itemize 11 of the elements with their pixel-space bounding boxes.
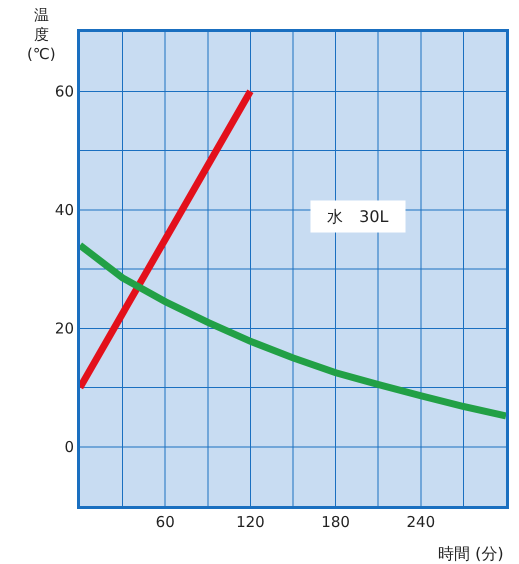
x-tick-label: 120 (236, 513, 265, 531)
x-tick-label: 180 (321, 513, 350, 531)
x-axis-title: 時間 (分) (438, 544, 504, 563)
x-tick-label: 240 (406, 513, 436, 531)
x-tick-label: 60 (156, 513, 175, 531)
y-tick-label: 60 (54, 82, 74, 100)
y-tick-label: 20 (54, 320, 74, 338)
y-axis-title: 温度(℃) (27, 6, 56, 63)
y-tick-label: 0 (64, 438, 74, 456)
y-tick-label: 40 (54, 201, 74, 219)
annotation: 水 30L (317, 207, 399, 226)
